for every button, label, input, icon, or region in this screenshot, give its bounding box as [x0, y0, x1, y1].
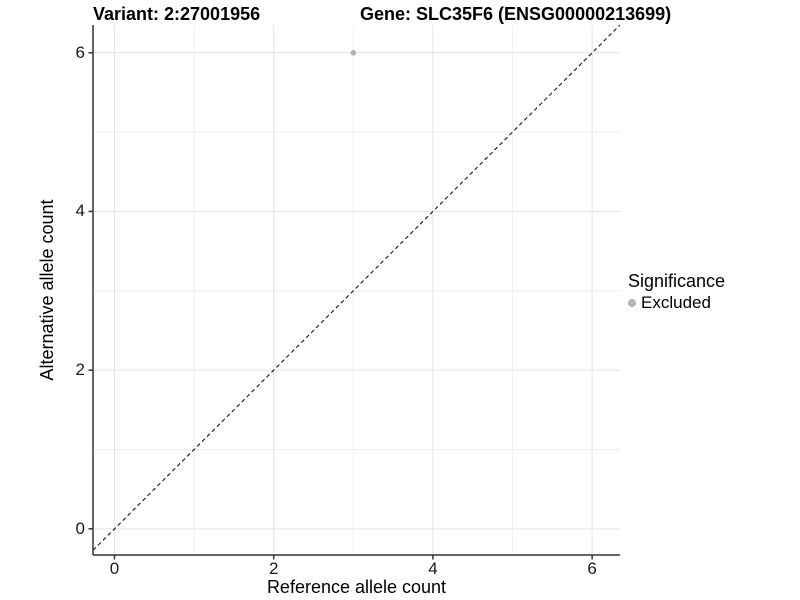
legend-entry-label: Excluded [641, 293, 711, 312]
identity-line [92, 24, 621, 551]
x-tick-label: 2 [268, 559, 279, 578]
y-tick-label: 4 [75, 201, 85, 221]
x-tick-label: 0 [109, 559, 120, 578]
data-point [350, 49, 357, 56]
legend-entry-excluded: Excluded [628, 293, 725, 313]
legend: Significance Excluded [628, 271, 725, 313]
x-tick-label: 4 [428, 559, 438, 578]
gene-title: Gene: SLC35F6 (ENSG00000213699) [360, 4, 672, 24]
excluded-point-icon [628, 299, 636, 307]
plot-panel [88, 24, 621, 560]
y-tick-label: 6 [75, 42, 85, 62]
y-tick-label: 0 [75, 518, 85, 538]
x-tick-label: 6 [587, 559, 597, 578]
y-axis-label: Alternative allele count [37, 199, 57, 381]
x-axis-label: Reference allele count [266, 577, 447, 597]
scatter-plot [88, 24, 621, 560]
y-tick-label: 2 [75, 360, 85, 380]
variant-title: Variant: 2:27001956 [93, 4, 261, 24]
legend-title: Significance [628, 271, 726, 291]
